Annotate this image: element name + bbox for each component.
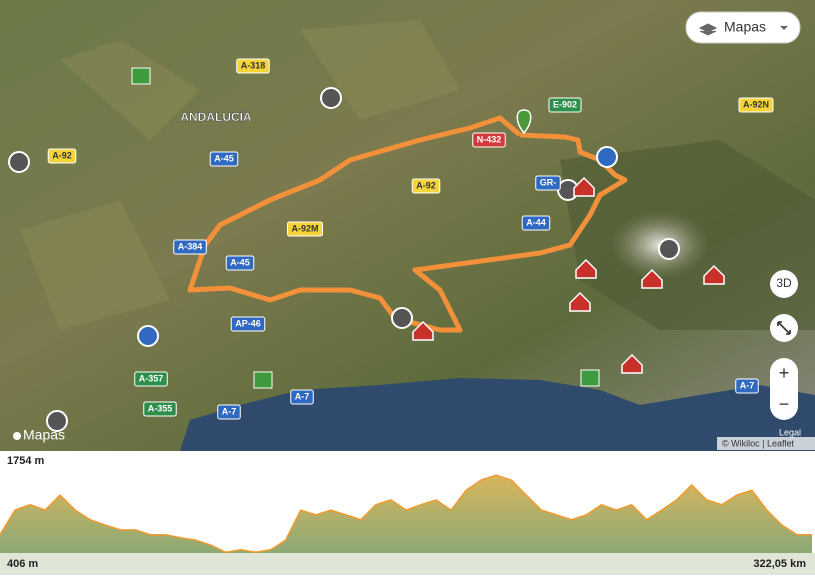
road-shield: A-318 [236, 58, 270, 74]
dropdown-caret [780, 26, 788, 30]
poi-summit[interactable] [320, 87, 342, 109]
road-shield: A-92N [738, 97, 774, 113]
road-shield-bg [290, 389, 314, 405]
road-label: A-92 [52, 150, 72, 160]
min-elevation: 406 m [7, 558, 38, 570]
poi-restaurant[interactable] [137, 325, 159, 347]
poi-shelter[interactable] [412, 176, 725, 374]
road-label: A-318 [241, 60, 266, 70]
road-label: A-44 [526, 217, 546, 227]
road-shield-bg [236, 58, 270, 74]
road-shield-bg [173, 239, 207, 255]
road-shield-bg [217, 404, 241, 420]
poi-summit[interactable] [391, 307, 413, 329]
road-label: N-432 [477, 134, 502, 144]
profile-area [0, 475, 812, 553]
road-shield-bg [535, 175, 561, 191]
road-shield: A-7 [735, 378, 759, 394]
road-shield: N-432 [472, 132, 506, 148]
road-shield: A-7 [217, 404, 241, 420]
road-label: A-7 [740, 380, 755, 390]
road-label: A-92 [416, 180, 436, 190]
zoom-in[interactable]: + [779, 363, 790, 383]
road-shield: A-92M [286, 221, 324, 237]
road-shield: A-7 [290, 389, 314, 405]
road-label: A-45 [230, 257, 250, 267]
road-label: A-45 [214, 153, 234, 163]
layer-button-label: Mapas [724, 19, 766, 35]
road-shield-bg [143, 401, 177, 417]
3d-label: 3D [776, 276, 792, 290]
road-label: A-92M [291, 223, 318, 233]
poi-summit[interactable] [658, 238, 680, 260]
road-shield-bg [735, 378, 759, 394]
fullscreen-icon [777, 321, 791, 335]
road-shield: A-44 [521, 215, 551, 231]
poi-restaurant[interactable] [596, 146, 618, 168]
elevation-profile [0, 474, 812, 553]
poi-park[interactable] [131, 67, 151, 85]
road-shield-bg [47, 148, 77, 164]
road-label: AP-46 [235, 318, 261, 328]
road-shield: A-384 [173, 239, 207, 255]
road-layer: A-318 A-92 A-45 N-432 E-902 A-92N GR- A-92 A-44 A… [47, 58, 774, 420]
road-shield: E-902 [548, 97, 582, 113]
sea [180, 378, 815, 451]
road-shield-bg [411, 178, 441, 194]
start-marker[interactable] [516, 109, 532, 135]
road-shield: AP-46 [230, 316, 266, 332]
legal-link[interactable]: Legal [779, 427, 801, 437]
layer-button[interactable] [685, 11, 801, 44]
road-label: A-7 [222, 406, 237, 416]
road-shield-bg [134, 371, 168, 387]
poi-park[interactable] [580, 369, 600, 387]
road-shield-bg [548, 97, 582, 113]
road-shield-bg [738, 97, 774, 113]
layer-icon [698, 23, 718, 36]
road-label: E-902 [553, 99, 577, 109]
poi-museum[interactable] [8, 151, 30, 173]
road-shield-bg [230, 316, 266, 332]
attribution-bg [717, 437, 815, 450]
road-shield: A-92 [47, 148, 77, 164]
road-label: A-384 [178, 241, 203, 251]
road-shield-bg [286, 221, 324, 237]
road-label: A-355 [148, 403, 173, 413]
road-shield-bg [521, 215, 551, 231]
road-shield: A-357 [134, 371, 168, 387]
zoom-out[interactable]: − [779, 394, 790, 414]
road-label: A-357 [139, 373, 164, 383]
road-shield: GR- [535, 175, 561, 191]
logo-icon [13, 432, 21, 440]
zoom-control [770, 358, 798, 420]
total-distance: 322,05 km [753, 558, 806, 570]
road-shield: A-45 [225, 255, 255, 271]
profile-baseline [0, 553, 815, 575]
road-label: A-92N [743, 99, 769, 109]
3d-button[interactable] [770, 270, 798, 298]
road-shield: A-355 [143, 401, 177, 417]
road-shield: A-92 [411, 178, 441, 194]
road-shield-bg [209, 151, 239, 167]
road-label: A-7 [295, 391, 310, 401]
poi-park[interactable] [253, 371, 273, 389]
profile-line [0, 474, 812, 553]
poi-summit[interactable] [46, 410, 68, 432]
poi-layer [8, 67, 725, 432]
road-shield-bg [472, 132, 506, 148]
road-shield-bg [225, 255, 255, 271]
region-label: ANDALUCÍA [180, 109, 252, 124]
road-shield: A-45 [209, 151, 239, 167]
logo: Mapas [23, 427, 65, 443]
terrain [20, 20, 460, 330]
attribution[interactable]: © Wikiloc | Leaflet [722, 438, 794, 448]
road-label: GR- [540, 177, 557, 187]
max-elevation: 1754 m [7, 455, 45, 467]
